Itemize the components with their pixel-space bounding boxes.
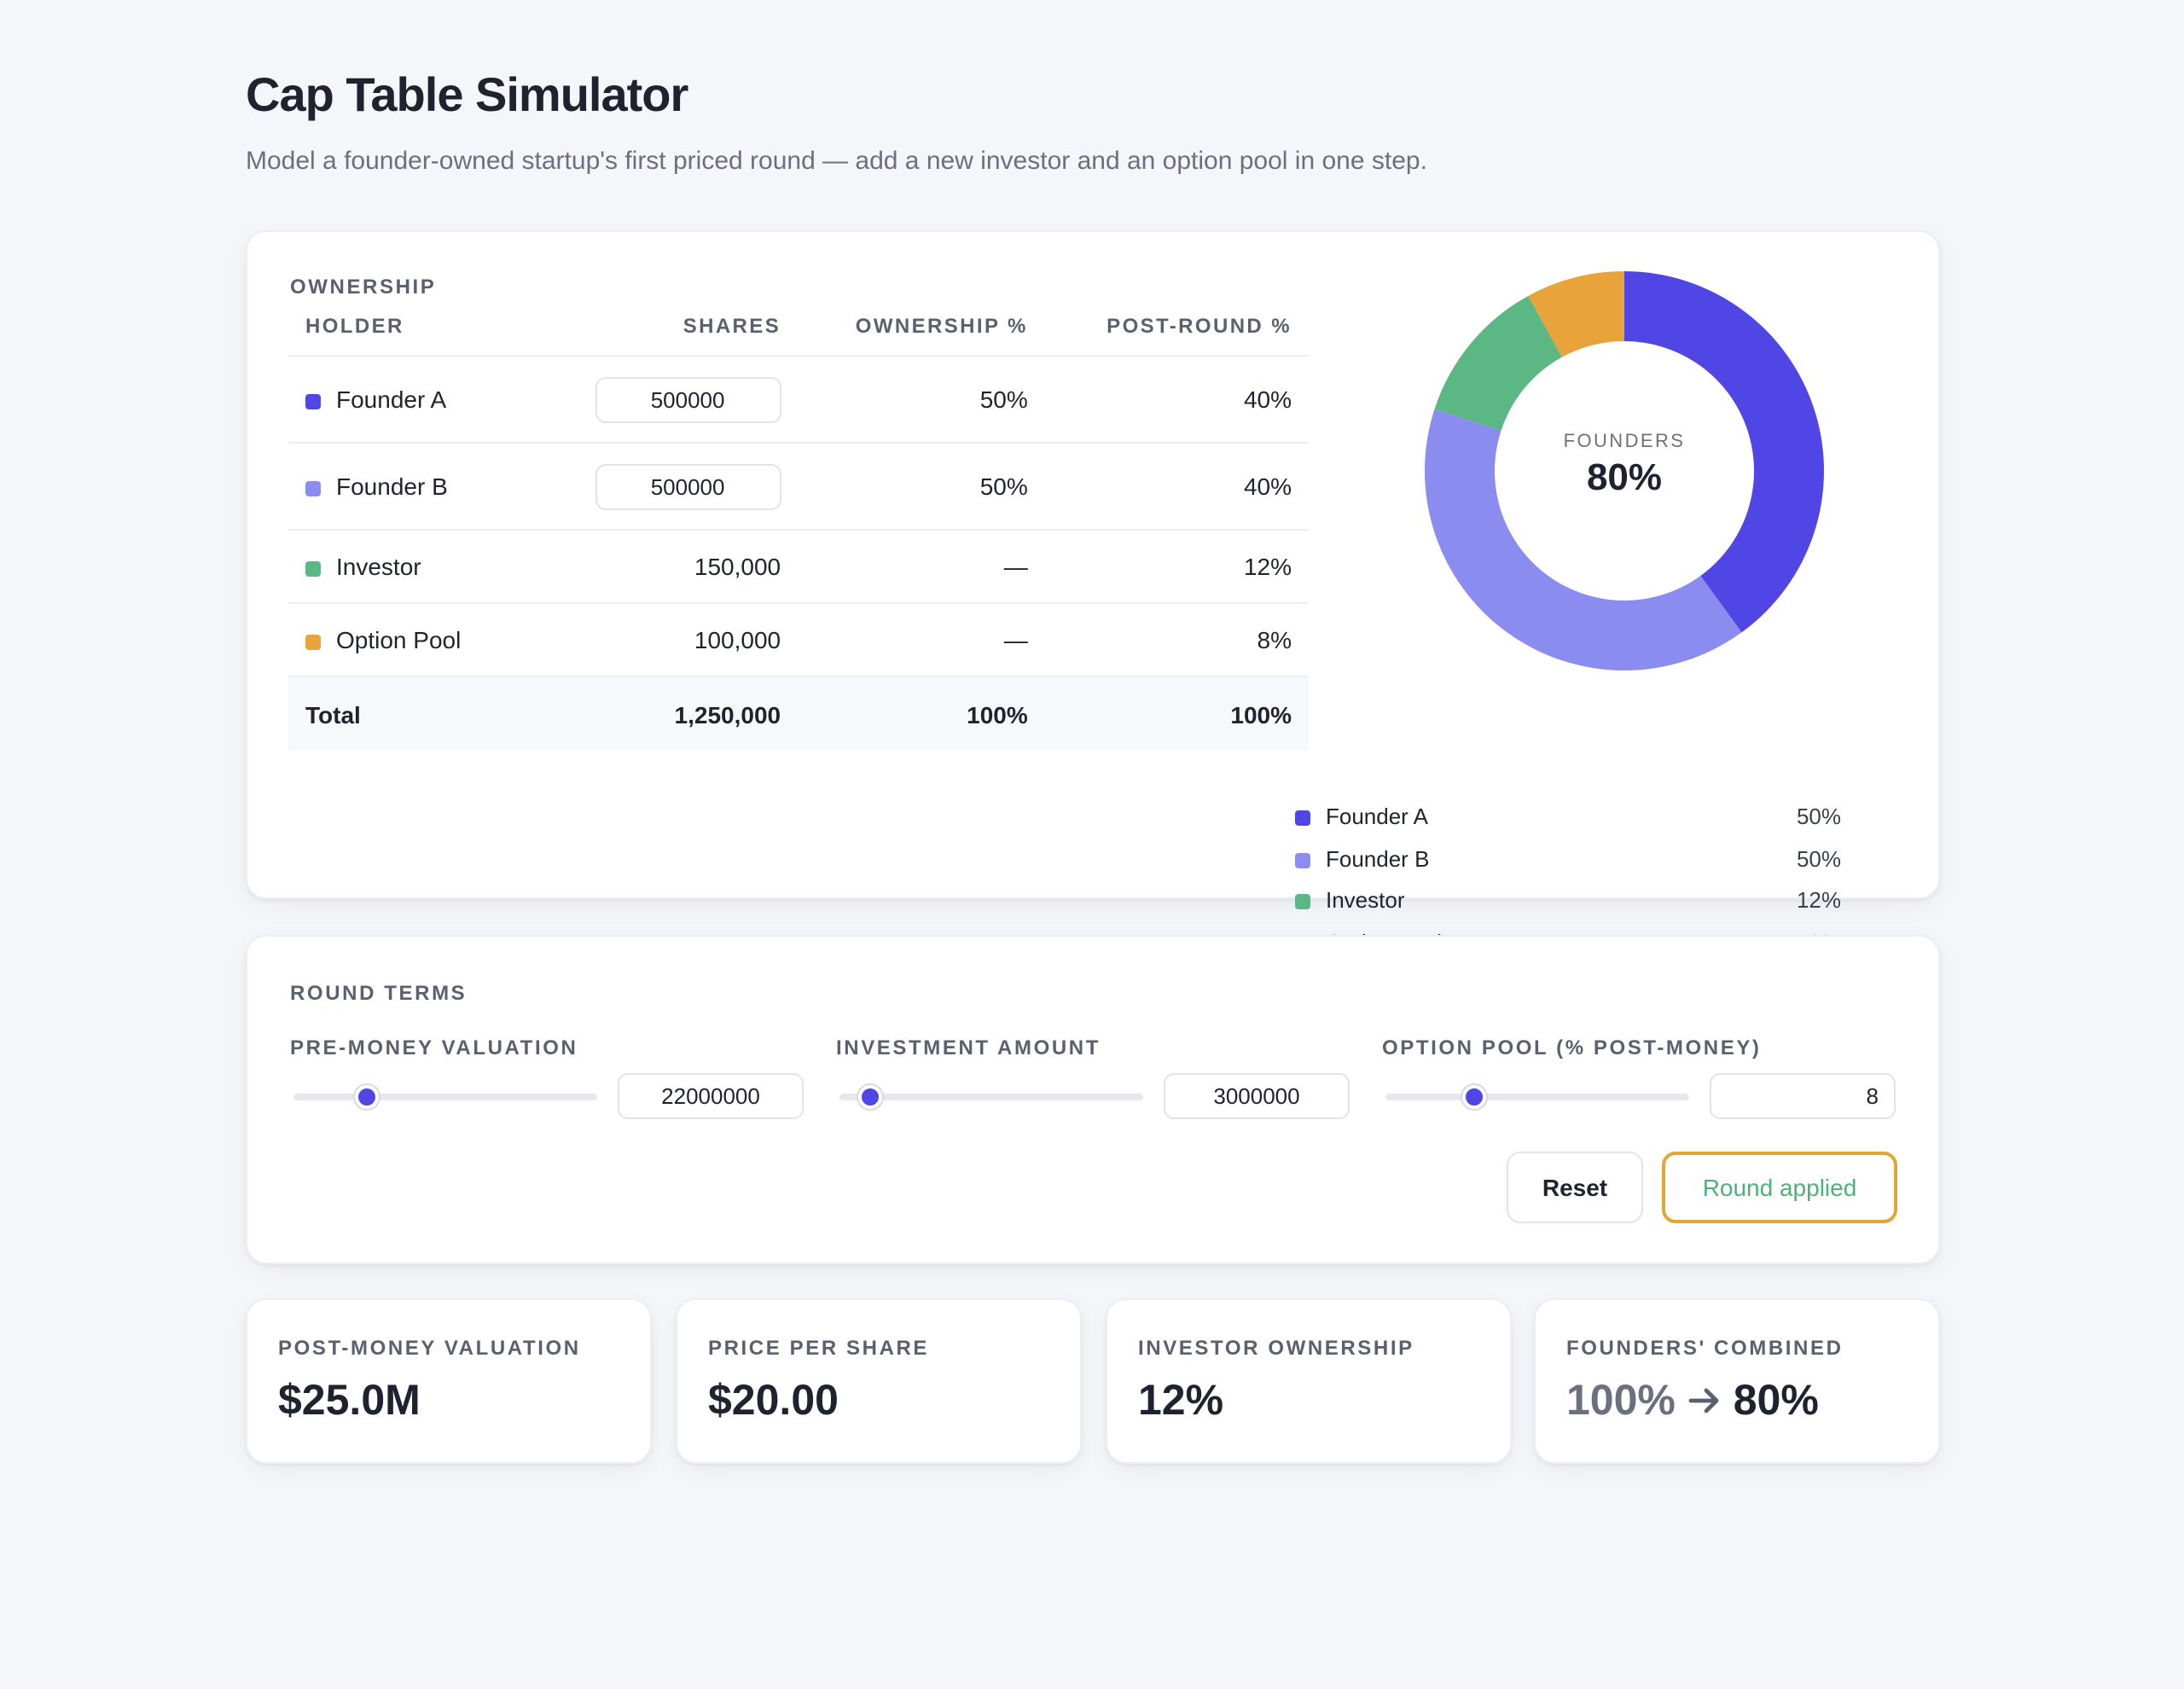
holder-name: Founder B bbox=[336, 473, 448, 500]
color-dot bbox=[305, 481, 321, 496]
reset-button[interactable]: Reset bbox=[1507, 1152, 1643, 1223]
page-title: Cap Table Simulator bbox=[246, 68, 688, 121]
kpi-card: FOUNDERS' COMBINED 100% 80% bbox=[1534, 1298, 1940, 1464]
field-input[interactable] bbox=[1164, 1073, 1350, 1119]
ownership-cell: — bbox=[798, 530, 1045, 604]
kpi-label: PRICE PER SHARE bbox=[708, 1336, 930, 1360]
legend-value: 50% bbox=[1796, 804, 1841, 829]
column-header: SHARES bbox=[578, 297, 799, 357]
shares-input[interactable] bbox=[595, 463, 781, 509]
total-label: Total bbox=[288, 676, 578, 751]
column-header: HOLDER bbox=[288, 297, 578, 357]
column-header: OWNERSHIP % bbox=[798, 297, 1045, 357]
color-dot bbox=[305, 635, 321, 650]
round-terms-card: ROUND TERMS PRE-MONEY VALUATION INVESTMEN… bbox=[246, 935, 1940, 1264]
kpi-label: FOUNDERS' COMBINED bbox=[1566, 1336, 1844, 1360]
kpi-value: $20.00 bbox=[708, 1377, 839, 1425]
donut-center-label: FOUNDERS bbox=[1564, 430, 1686, 451]
slider-thumb[interactable] bbox=[354, 1085, 379, 1109]
legend-value: 12% bbox=[1796, 887, 1841, 914]
field-label: INVESTMENT AMOUNT bbox=[836, 1036, 1101, 1059]
legend-item: Founder B 50% bbox=[1295, 845, 1841, 871]
holder-name: Investor bbox=[336, 553, 421, 580]
total-ownership: 100% bbox=[798, 676, 1045, 751]
donut-segment bbox=[1528, 271, 1624, 357]
column-header: POST-ROUND % bbox=[1044, 297, 1309, 357]
kpi-after: 80% bbox=[1733, 1377, 1819, 1425]
post-round-cell: 40% bbox=[1044, 356, 1309, 444]
donut-chart: FOUNDERS 80% bbox=[1425, 271, 1824, 671]
kpi-value: 12% bbox=[1138, 1377, 1224, 1425]
shares-cell: 150,000 bbox=[578, 530, 799, 604]
post-round-cell: 8% bbox=[1044, 603, 1309, 677]
field-label: OPTION POOL (% POST-MONEY) bbox=[1382, 1036, 1762, 1059]
ownership-cell: 50% bbox=[798, 443, 1045, 531]
donut-center-value: 80% bbox=[1587, 456, 1662, 498]
field-label: PRE-MONEY VALUATION bbox=[290, 1036, 578, 1059]
ownership-card: OWNERSHIP HOLDER SHARES OWNERSHIP % POST… bbox=[246, 230, 1940, 955]
section-title: OWNERSHIP bbox=[290, 275, 437, 299]
holder-name: Founder A bbox=[336, 386, 447, 413]
shares-cell: 100,000 bbox=[578, 603, 799, 677]
kpi-card: PRICE PER SHARE $20.00 bbox=[676, 1298, 1082, 1464]
donut-segment bbox=[1425, 409, 1742, 671]
kpi-card: POST-MONEY VALUATION $25.0M bbox=[246, 1298, 652, 1464]
holder-name: Option Pool bbox=[336, 626, 462, 653]
legend-label: Investor bbox=[1326, 887, 1405, 914]
field-input[interactable] bbox=[618, 1073, 804, 1119]
color-dot bbox=[305, 561, 321, 577]
color-dot bbox=[305, 394, 321, 409]
arrow-icon bbox=[1688, 1388, 1719, 1413]
donut-segment bbox=[1624, 271, 1824, 633]
slider-thumb[interactable] bbox=[1461, 1085, 1486, 1109]
post-round-cell: 12% bbox=[1044, 530, 1309, 604]
total-post-round: 100% bbox=[1044, 676, 1309, 751]
kpi-label: POST-MONEY VALUATION bbox=[278, 1336, 581, 1360]
ownership-cell: — bbox=[798, 603, 1045, 677]
apply-button[interactable]: Round applied bbox=[1662, 1152, 1897, 1223]
shares-input[interactable] bbox=[595, 376, 781, 422]
kpi-card: INVESTOR OWNERSHIP 12% bbox=[1106, 1298, 1512, 1464]
section-title: ROUND TERMS bbox=[290, 981, 468, 1005]
slider[interactable] bbox=[293, 1085, 597, 1109]
legend-value: 50% bbox=[1796, 845, 1841, 872]
legend-label: Founder A bbox=[1326, 804, 1428, 829]
legend-label: Founder B bbox=[1326, 845, 1430, 872]
kpi-value: 100% 80% bbox=[1566, 1377, 1819, 1426]
slider[interactable] bbox=[839, 1085, 1143, 1109]
legend-swatch bbox=[1295, 810, 1310, 826]
slider[interactable] bbox=[1385, 1085, 1689, 1109]
kpi-label: INVESTOR OWNERSHIP bbox=[1138, 1336, 1414, 1360]
kpi-value: $25.0M bbox=[278, 1377, 421, 1425]
kpi-before: 100% bbox=[1566, 1377, 1676, 1425]
cap-table: HOLDER SHARES OWNERSHIP % POST-ROUND % F… bbox=[288, 297, 1309, 751]
page-subtitle: Model a founder-owned startup's first pr… bbox=[246, 147, 1427, 176]
post-round-cell: 40% bbox=[1044, 443, 1309, 531]
ownership-cell: 50% bbox=[798, 356, 1045, 444]
total-shares: 1,250,000 bbox=[578, 676, 799, 751]
field-input[interactable] bbox=[1710, 1073, 1896, 1119]
legend-swatch bbox=[1295, 852, 1310, 868]
legend-item: Investor 12% bbox=[1295, 888, 1841, 914]
legend-swatch bbox=[1295, 894, 1310, 910]
slider-thumb[interactable] bbox=[857, 1085, 882, 1109]
legend-item: Founder A 50% bbox=[1295, 804, 1841, 829]
donut-segment bbox=[1434, 295, 1562, 432]
